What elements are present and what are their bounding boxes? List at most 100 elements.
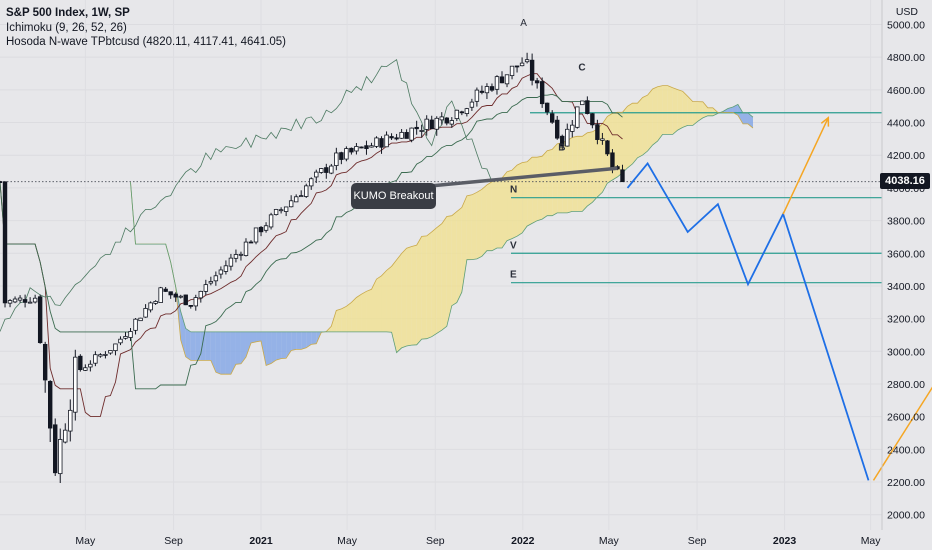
candle-body [319,168,324,173]
cloud-segment [366,289,372,332]
candle-body [58,439,63,475]
price-tick-label: 3200.00 [887,314,925,326]
cloud-segment [667,85,673,135]
candle-body [48,380,53,429]
nwave-indicator-label[interactable]: Hosoda N-wave TPbtcusd (4820.11, 4117.41… [6,36,287,48]
candle-body [590,113,595,126]
candle-body [524,59,530,63]
candle-body [419,130,424,132]
target-arrow [782,117,829,215]
cloud-segment [180,311,186,357]
candle-body [293,196,299,203]
candle-body [620,169,625,183]
cloud-segment [537,156,543,221]
cloud-segment [416,236,422,345]
candle-body [253,227,259,243]
price-tick-label: 2600.00 [887,412,925,424]
cloud-segment [617,112,623,177]
candle-body [108,350,113,354]
candle-body [273,209,279,216]
cloud-segment [426,231,432,339]
candle-body [314,171,319,178]
cloud-segment [652,86,658,146]
candle-body [539,81,545,105]
ichimoku-indicator-label[interactable]: Ichimoku (9, 26, 52, 26) [6,21,127,34]
candle-body [519,62,525,67]
cloud-segment [547,149,553,216]
cloud-segment [687,96,693,126]
cloud-segment [210,331,216,373]
candle-body [575,106,580,128]
time-tick-label: May [861,535,882,547]
candle-body [208,281,214,284]
cloud-segment [341,306,347,332]
candle-body [359,146,364,149]
candle-body [103,353,108,356]
cloud-segment [240,331,246,364]
cloud-segment [251,331,257,343]
cloud-segment [642,95,648,156]
price-tick-label: 3400.00 [887,281,925,293]
kijun-line [0,93,623,390]
cloud-segment [286,331,292,359]
candle-body [344,148,349,160]
candle-body [489,86,495,91]
candle-body [374,137,379,147]
candle-body [93,354,98,364]
candle-body [268,214,274,228]
candle-body [555,119,560,139]
time-tick-label: May [75,535,96,547]
candle-body [88,363,93,368]
cloud-segment [376,275,382,332]
candle-body [610,152,615,169]
candle-body [7,300,13,304]
cloud-segment [662,85,668,135]
candle-body [248,241,254,244]
cloud-segment [622,106,628,173]
price-tick-label: 3600.00 [887,248,925,260]
wave-label: B [558,142,565,153]
candle-body [68,409,73,432]
candle-body [73,356,78,413]
candle-body [399,131,404,139]
candle-body [600,138,605,141]
target-arrow [872,386,932,481]
last-price-badge: 4038.16 [880,173,930,189]
candle-body [283,206,289,212]
candle-body [78,355,83,371]
cloud-segment [657,85,663,142]
kumo-pointer [429,166,618,188]
candle-body [439,116,444,121]
candle-body [37,296,43,344]
time-tick-label: 2022 [511,535,535,547]
candle-body [233,254,239,259]
cloud-segment [346,302,352,332]
symbol-title[interactable]: S&P 500 Index, 1W, SP [6,7,130,19]
cloud-segment [466,194,472,260]
cloud-segment [441,216,447,331]
candle-body [203,284,209,292]
candle-body [238,253,244,256]
cloud-segment [220,331,226,375]
candle-body [53,424,58,474]
candle-body [133,318,138,331]
price-tick-label: 2400.00 [887,444,925,456]
candle-body [474,89,480,102]
time-tick-label: May [337,535,358,547]
cloud-segment [235,331,241,365]
candle-body [409,127,414,141]
price-tick-label: 4600.00 [887,85,925,97]
cloud-segment [697,101,703,122]
kumo-breakout-annotation[interactable]: KUMO Breakout [351,183,436,209]
cloud-segment [737,104,743,124]
cloud-segment [406,246,412,346]
cloud-segment [476,189,482,259]
price-tick-label: 4800.00 [887,52,925,64]
price-tick-label: 3000.00 [887,346,925,358]
candles [0,52,625,484]
candle-body [228,257,234,267]
candle-body [560,135,565,147]
cloud-segment [381,270,387,332]
cloud-segment [421,235,427,340]
